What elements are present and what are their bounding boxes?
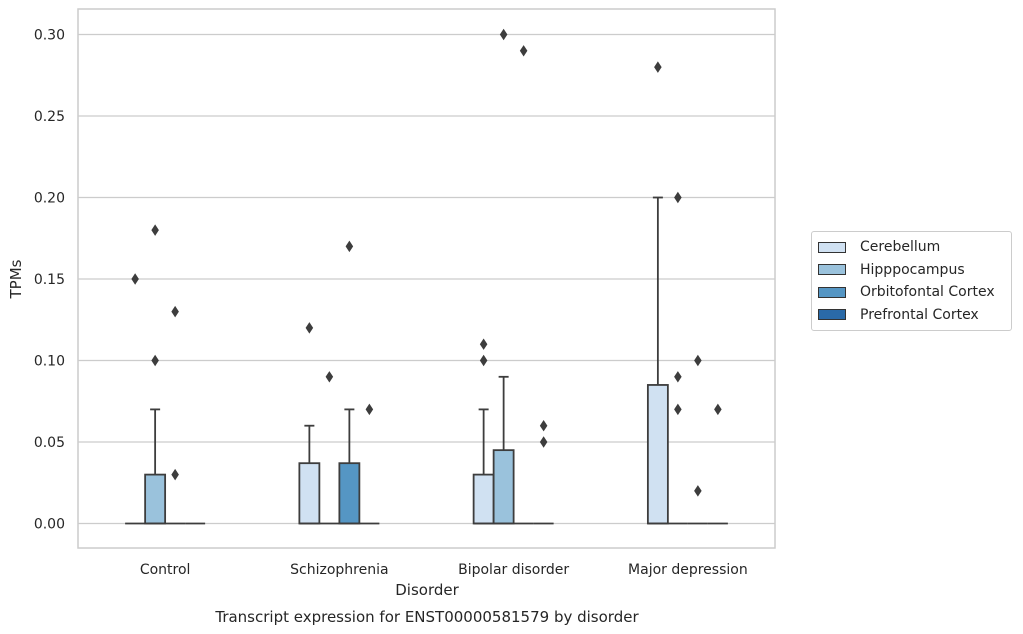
- outlier-point: [151, 354, 159, 367]
- legend-swatch: [818, 241, 846, 253]
- y-axis-label: TPMs: [7, 259, 25, 299]
- boxes: [125, 28, 728, 525]
- box: [144, 473, 167, 525]
- outlier-point: [171, 468, 179, 481]
- legend-item-hippocampus: Hipppocampus: [818, 259, 1011, 282]
- box-group: [125, 273, 146, 525]
- outlier-point: [325, 371, 334, 383]
- outlier-point: [345, 240, 354, 253]
- outlier-point: [674, 191, 682, 204]
- legend-label: Hipppocampus: [860, 261, 965, 278]
- outlier-point: [539, 436, 548, 448]
- legend-swatch: [818, 309, 846, 321]
- chart-caption: Transcript expression for ENST0000058157…: [214, 608, 639, 626]
- outlier-point: [151, 224, 159, 236]
- y-tick-label: 0.30: [34, 28, 65, 44]
- box: [338, 462, 361, 525]
- box-group: [144, 224, 167, 525]
- outlier-point: [674, 403, 682, 416]
- box-group: [472, 338, 495, 525]
- outlier-point: [714, 403, 722, 416]
- legend-label: Cerebellum: [860, 239, 941, 256]
- outlier-point: [674, 371, 682, 383]
- box-group: [319, 371, 340, 525]
- box-group: [707, 403, 728, 525]
- box-group: [667, 191, 688, 525]
- legend-label: Prefrontal Cortex: [860, 306, 979, 323]
- y-tick-label: 0.10: [34, 354, 65, 370]
- outlier-point: [519, 45, 528, 57]
- outlier-point: [479, 338, 488, 350]
- box-group: [165, 305, 186, 525]
- plot-frame: [77, 8, 776, 549]
- legend-swatch: [818, 286, 846, 298]
- outlier-point: [694, 354, 702, 367]
- legend-swatch: [818, 264, 846, 276]
- outlier-point: [305, 322, 314, 334]
- outlier-point: [654, 61, 662, 73]
- legend-item-prefrontal-cortex: Prefrontal Cortex: [818, 304, 1011, 327]
- x-tick-label: Major depression: [628, 562, 748, 578]
- outlier-point: [479, 354, 488, 367]
- x-tick-labels: Control Schizophrenia Bipolar disorder Majo…: [140, 562, 748, 578]
- outlier-point: [499, 28, 508, 41]
- x-axis-label: Disorder: [395, 581, 459, 599]
- box-group: [687, 354, 708, 525]
- outlier-point: [171, 305, 179, 318]
- y-tick-labels: 0.00 0.05 0.10 0.15 0.20 0.25 0.30: [34, 28, 65, 533]
- x-tick-label: Control: [140, 562, 191, 578]
- box-group: [359, 403, 380, 525]
- x-tick-label: Schizophrenia: [290, 562, 388, 578]
- y-tick-label: 0.25: [34, 109, 65, 125]
- y-tick-label: 0.15: [34, 272, 65, 288]
- legend-item-cerebellum: Cerebellum: [818, 236, 1011, 259]
- outlier-point: [694, 485, 702, 497]
- box: [472, 473, 495, 525]
- y-tick-label: 0.00: [34, 517, 65, 533]
- box-group: [492, 28, 515, 525]
- grid-lines: [78, 33, 775, 525]
- box: [298, 462, 321, 525]
- box-group: [513, 45, 534, 525]
- box-group: [646, 61, 669, 525]
- legend-label: Orbitofontal Cortex: [860, 284, 995, 301]
- y-tick-label: 0.05: [34, 435, 65, 451]
- outlier-point: [539, 419, 548, 432]
- box-group: [298, 322, 321, 525]
- x-tick-label: Bipolar disorder: [458, 562, 569, 578]
- box: [492, 449, 515, 525]
- legend: Cerebellum Hipppocampus Orbitofontal Cor…: [811, 231, 1012, 331]
- box-group: [533, 419, 554, 525]
- outlier-point: [365, 403, 374, 416]
- outlier-point: [131, 273, 139, 285]
- y-tick-label: 0.20: [34, 191, 65, 207]
- box: [646, 384, 669, 525]
- axes-border: [77, 8, 776, 549]
- legend-item-orbitofrontal-cortex: Orbitofontal Cortex: [818, 281, 1011, 304]
- box-group: [338, 240, 361, 525]
